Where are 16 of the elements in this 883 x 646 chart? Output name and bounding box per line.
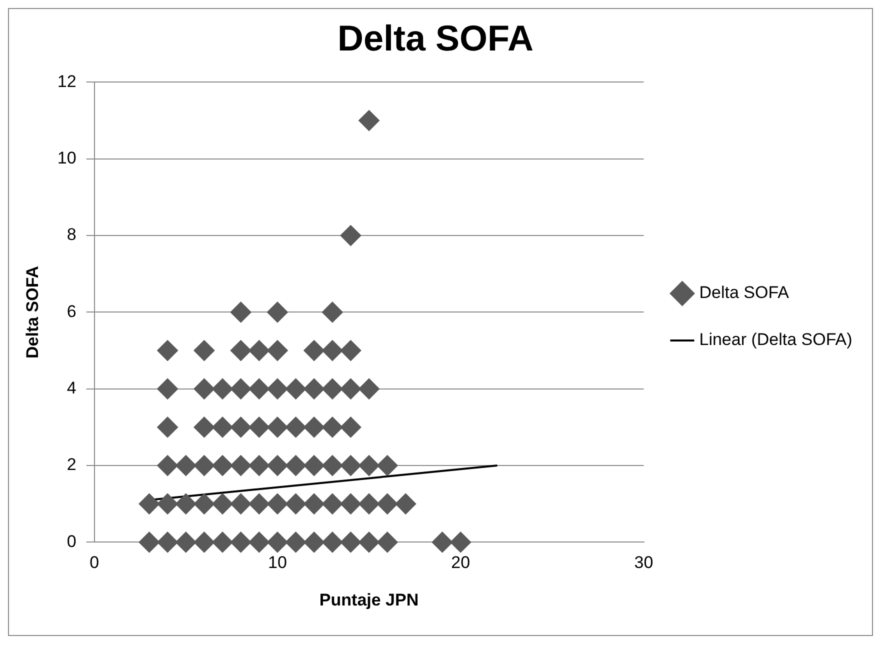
legend-label: Linear (Delta SOFA) <box>699 330 852 350</box>
legend-label: Delta SOFA <box>699 283 790 302</box>
y-tick-label: 2 <box>66 455 76 474</box>
chart-title: Delta SOFA <box>337 18 534 59</box>
x-tick-label: 20 <box>451 553 470 572</box>
y-tick-label: 0 <box>66 532 76 551</box>
x-tick-label: 10 <box>268 553 287 572</box>
y-tick-label: 12 <box>57 72 76 91</box>
y-tick-label: 10 <box>57 148 76 168</box>
y-tick-label: 8 <box>66 225 76 244</box>
x-tick-label: 0 <box>90 553 100 572</box>
x-axis-title: Puntaje JPN <box>319 590 419 610</box>
y-tick-label: 4 <box>66 378 76 398</box>
x-tick-label: 30 <box>634 553 654 572</box>
y-axis-title: Delta SOFA <box>22 266 42 358</box>
y-tick-label: 6 <box>66 302 76 321</box>
